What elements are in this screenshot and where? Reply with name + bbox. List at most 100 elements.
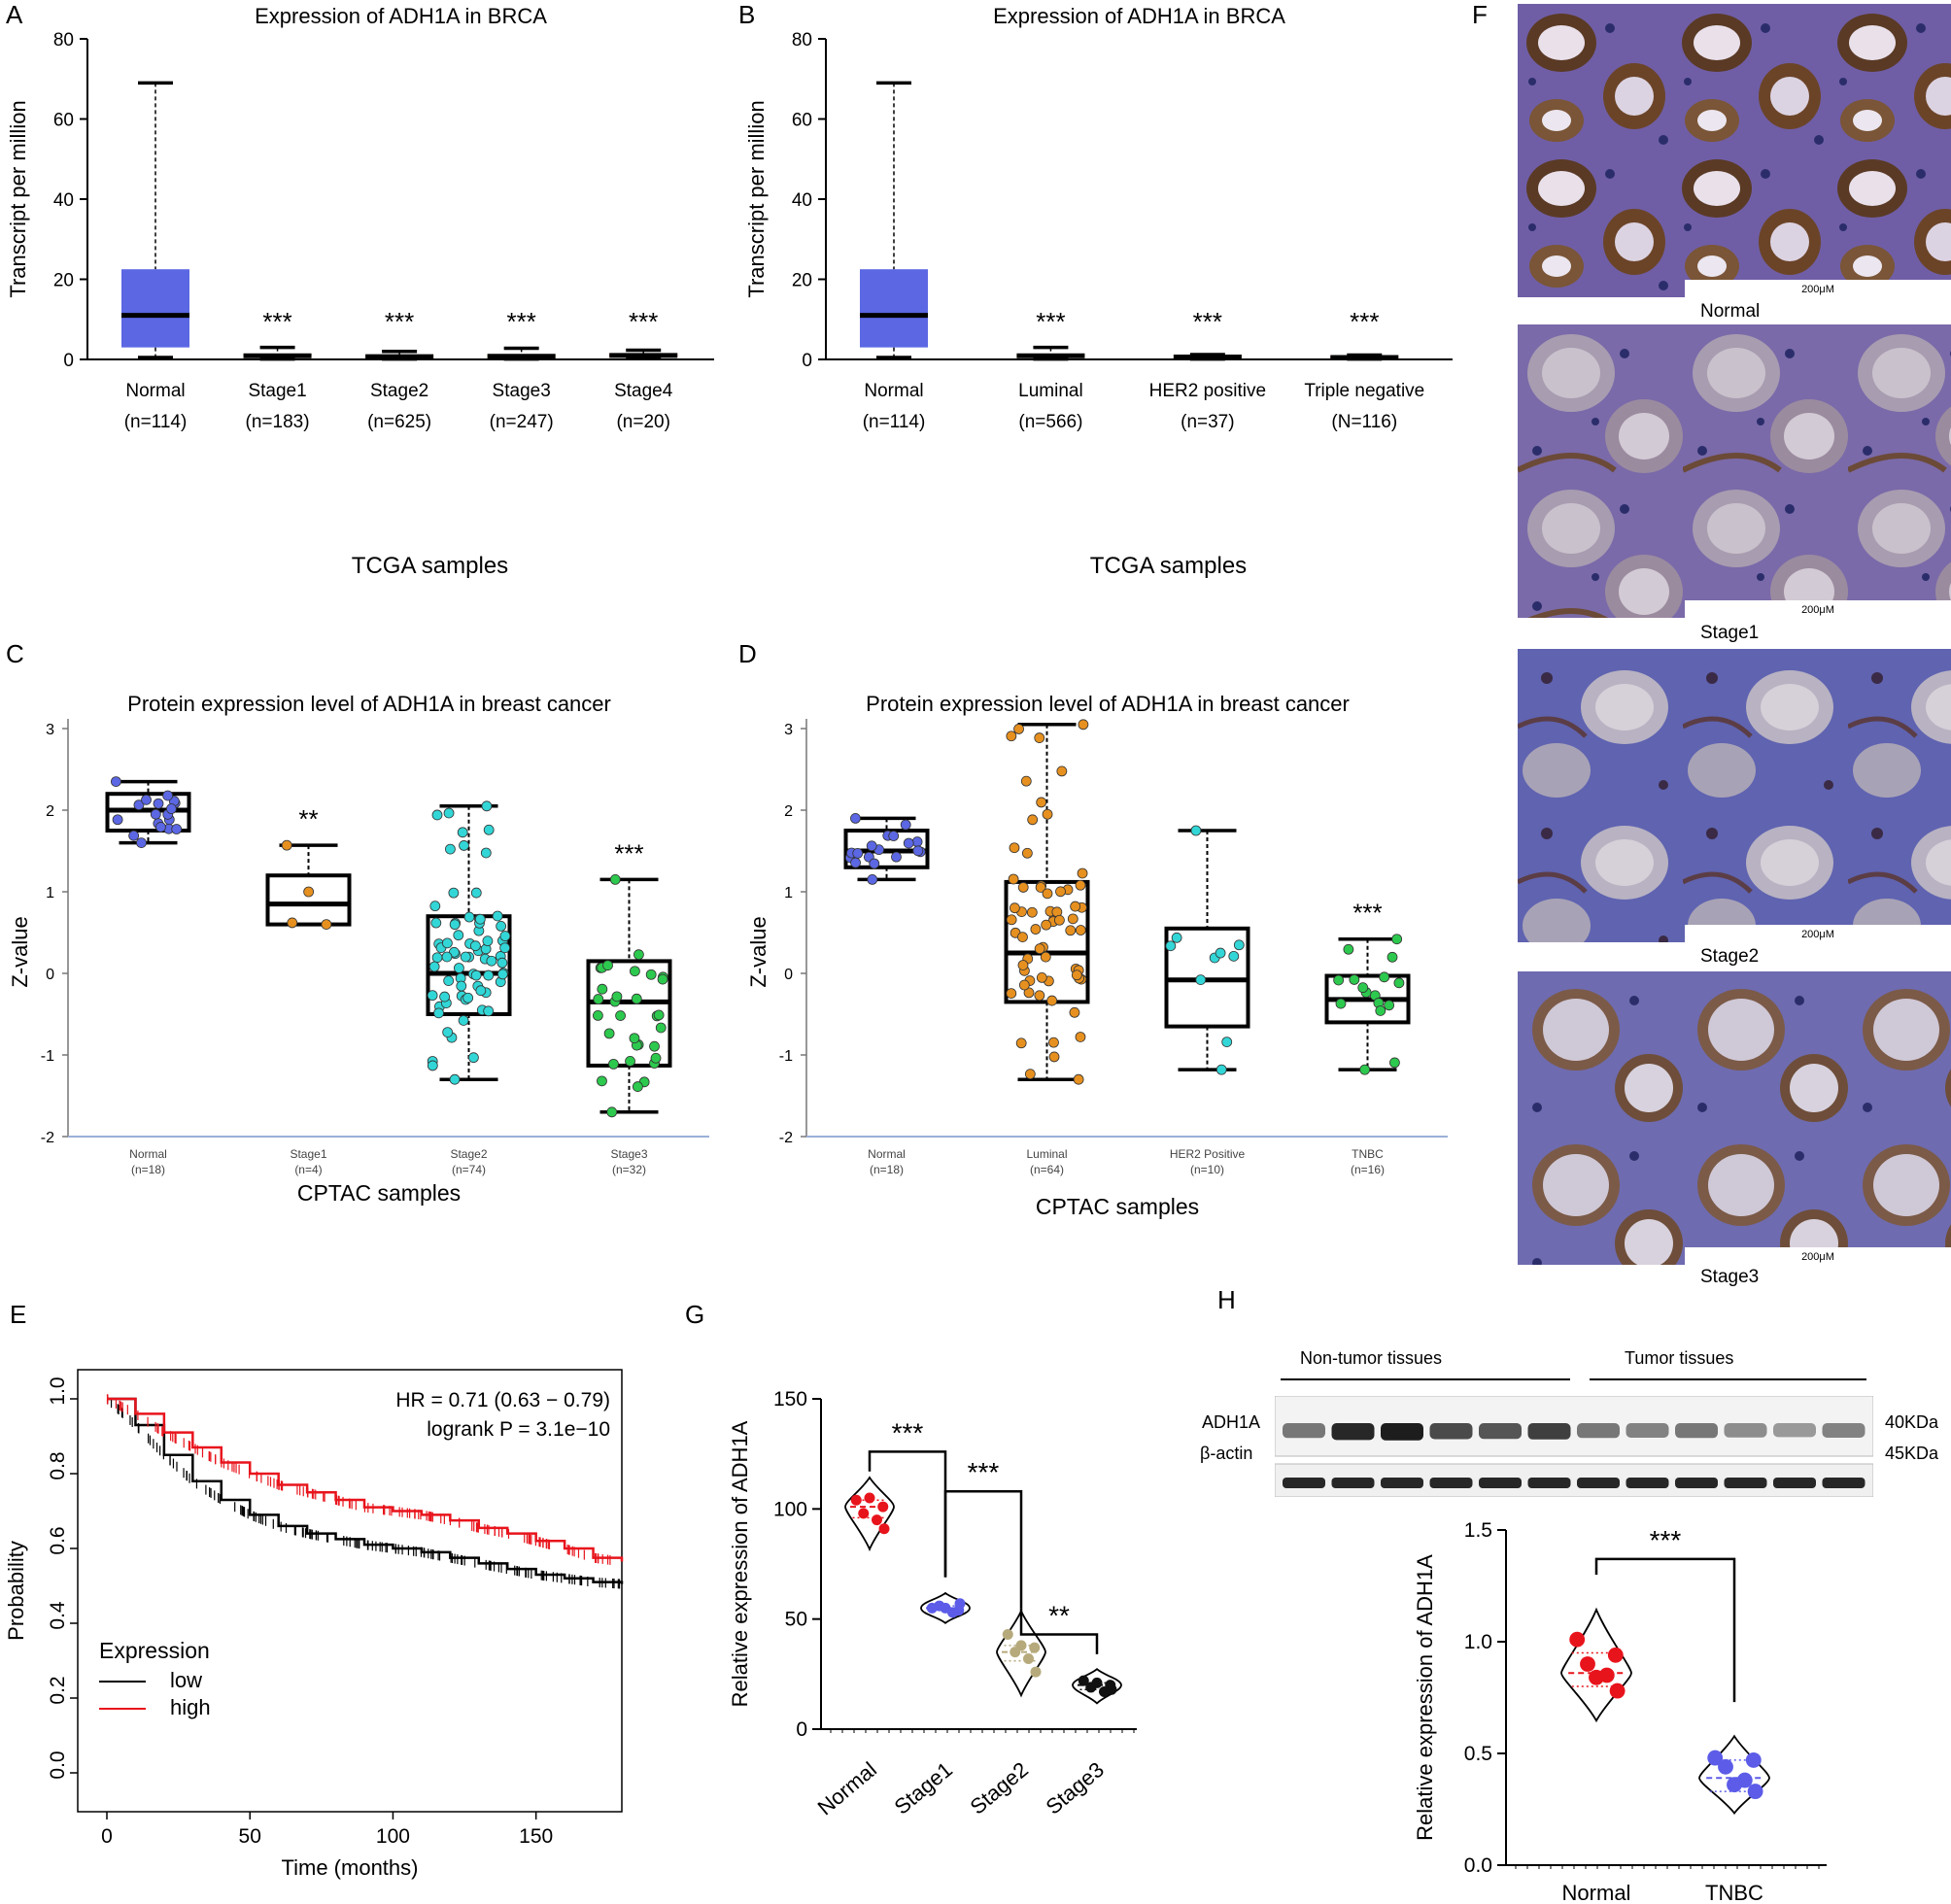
count-label: (n=74) — [452, 1163, 486, 1176]
category-label: Stage3 — [493, 381, 551, 401]
data-point — [1013, 724, 1024, 734]
y-tick-label: 20 — [792, 271, 812, 291]
data-point — [1609, 1683, 1626, 1699]
y-tick-label: 60 — [792, 111, 812, 131]
panel-letter-e: E — [10, 1300, 27, 1329]
ihc-scale-label: 200μM — [1801, 929, 1834, 940]
panel-letter-d: D — [738, 639, 757, 668]
logrank-annotation: logrank P = 3.1e−10 — [427, 1418, 610, 1441]
wb-band-actin — [1283, 1478, 1325, 1488]
count-label: (n=114) — [863, 412, 926, 432]
data-point — [469, 940, 481, 952]
data-point — [1391, 934, 1403, 945]
data-point — [150, 808, 161, 820]
data-point — [1349, 974, 1360, 985]
data-point — [631, 993, 642, 1004]
chart-a-tcga-stage-box: Expression of ADH1A in BRCA 0 20 40 60 80 Tran… — [6, 4, 714, 579]
ihc-scale-label: 200μM — [1801, 284, 1834, 295]
ihc-label-stage1: Stage1 — [1700, 623, 1760, 643]
wb-group-tumor: Tumor tissues — [1625, 1348, 1734, 1368]
category-label: Stage3 — [610, 1147, 647, 1161]
data-point — [499, 931, 511, 941]
data-point — [903, 837, 914, 849]
data-point — [171, 824, 183, 834]
category-label: HER2 Positive — [1170, 1147, 1246, 1161]
data-point — [852, 848, 864, 859]
data-point — [457, 827, 468, 838]
data-point — [1015, 1037, 1027, 1049]
y-axis-label: Z-value — [746, 916, 770, 987]
data-point — [1017, 882, 1029, 893]
count-label: (n=247) — [490, 412, 554, 432]
y-tick-label: 80 — [792, 30, 812, 51]
category-label: Normal — [129, 1147, 167, 1161]
data-point — [864, 1492, 875, 1504]
data-point — [321, 919, 332, 931]
data-point — [1026, 906, 1038, 918]
y-tick-label: 0.4 — [47, 1601, 69, 1630]
data-point — [878, 1523, 890, 1535]
data-point — [1036, 971, 1047, 983]
data-point — [1233, 939, 1245, 951]
chart-h-violin-tnbc: 0.0 0.5 1.0 1.5 Relative expression of ADH1A… — [1413, 1519, 1827, 1904]
wb-band-actin — [1626, 1478, 1669, 1488]
data-point — [474, 913, 486, 925]
data-point — [1707, 1750, 1724, 1766]
data-point — [1002, 1629, 1013, 1641]
data-point — [611, 991, 623, 1003]
violin-outline — [844, 1476, 895, 1552]
data-point — [1017, 932, 1028, 942]
count-label: (n=32) — [612, 1163, 646, 1176]
wb-band-actin — [1381, 1478, 1423, 1488]
panel-letter-f: F — [1472, 0, 1488, 29]
wb-band-actin — [1429, 1478, 1473, 1488]
y-tick-label: 50 — [785, 1609, 807, 1631]
data-point — [1747, 1784, 1763, 1800]
y-tick-label: 0 — [784, 967, 793, 983]
x-tick-label: 50 — [239, 1825, 261, 1848]
data-point — [954, 1598, 966, 1610]
ihc-image-normal: 200μM — [1518, 4, 1951, 297]
x-axis-label: TCGA samples — [1090, 553, 1247, 579]
data-point — [1046, 995, 1058, 1006]
count-label: (n=64) — [1030, 1163, 1064, 1176]
y-axis-label: Probability — [4, 1541, 28, 1641]
wb-band-adh1a — [1527, 1423, 1571, 1440]
data-point — [1070, 901, 1081, 912]
data-point — [869, 858, 880, 869]
category-label: Luminal — [1018, 381, 1083, 401]
panel-letter-a: A — [6, 0, 23, 29]
y-tick-label: 1 — [784, 885, 793, 901]
wb-band-actin — [1822, 1478, 1865, 1488]
wb-band-adh1a — [1626, 1423, 1669, 1438]
data-point — [1333, 974, 1345, 986]
ihc-scale-label: 200μM — [1801, 604, 1834, 616]
y-tick-label: 1.5 — [1464, 1519, 1492, 1542]
chart-e-km-survival: 0.0 0.2 0.4 0.6 0.8 1.0 0 50 100 150 Time (months)… — [4, 1369, 624, 1880]
category-label: TNBC — [1705, 1881, 1763, 1904]
data-point — [1069, 1006, 1080, 1018]
data-point — [650, 1052, 662, 1064]
data-point — [1375, 1005, 1386, 1016]
category-label: Stage1 — [248, 381, 306, 401]
data-point — [1718, 1758, 1733, 1775]
significance-label: *** — [1036, 307, 1065, 336]
significance-label: *** — [1352, 899, 1382, 928]
chart-title: Protein expression level of ADH1A in bre… — [866, 692, 1350, 716]
data-point — [463, 911, 475, 923]
y-tick-label: 0.5 — [1464, 1743, 1492, 1765]
category-label: Normal — [864, 381, 923, 401]
significance-label: *** — [385, 307, 414, 336]
box — [860, 269, 928, 348]
wb-band-actin — [1675, 1478, 1718, 1488]
data-point — [606, 1106, 618, 1118]
x-axis-label: CPTAC samples — [297, 1180, 461, 1206]
data-point — [442, 1027, 454, 1037]
wb-band-actin — [1724, 1478, 1767, 1488]
data-point — [1006, 914, 1017, 926]
data-point — [850, 857, 861, 868]
data-point — [1008, 873, 1019, 885]
data-point — [481, 800, 493, 812]
data-point — [1015, 1640, 1027, 1651]
data-point — [1023, 1652, 1034, 1664]
